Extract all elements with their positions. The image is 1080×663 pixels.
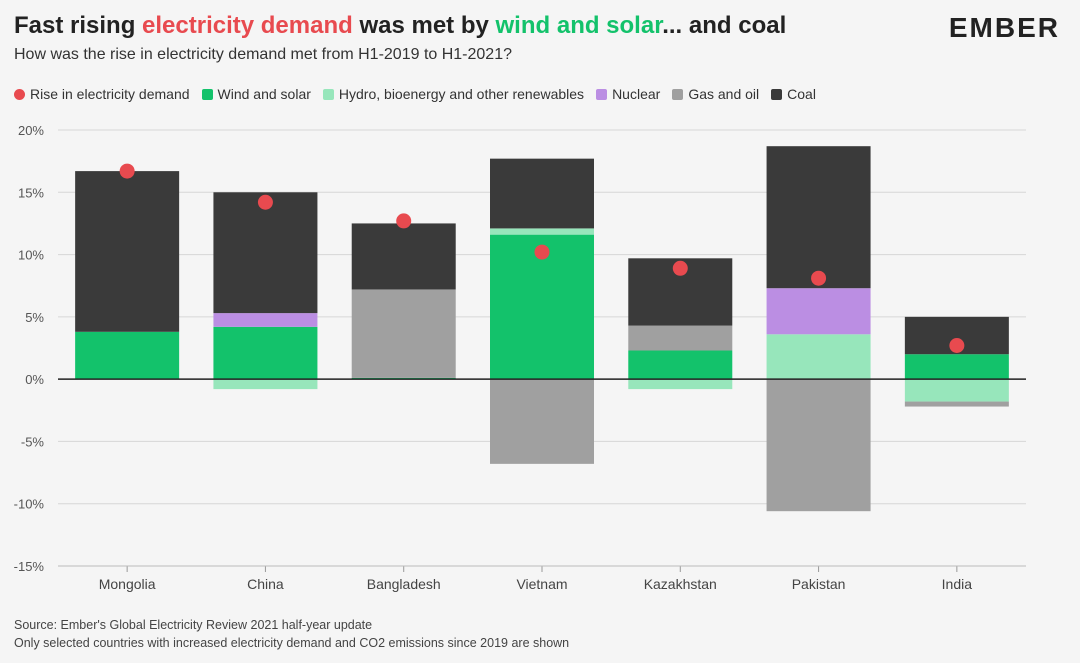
y-tick-label: -15% <box>14 559 45 574</box>
legend-item-hydro[interactable]: Hydro, bioenergy and other renewables <box>322 86 585 102</box>
demand-point <box>672 260 688 276</box>
legend-item-demand[interactable]: Rise in electricity demand <box>14 86 190 102</box>
bar-segment-hydro <box>490 228 594 235</box>
title-highlight-wind-solar: wind and solar <box>495 12 663 39</box>
bar-segment-coal <box>490 158 594 229</box>
legend-item-wind-solar[interactable]: Wind and solar <box>201 86 311 102</box>
bar-segment-coal <box>351 223 456 290</box>
bar-segment-hydro <box>213 379 318 390</box>
demand-point <box>949 338 965 354</box>
legend-item-gas-oil[interactable]: Gas and oil <box>672 86 759 102</box>
bar-segment-coal <box>75 171 180 332</box>
legend-swatch <box>672 88 684 100</box>
demand-point <box>119 163 135 179</box>
demand-point <box>534 244 550 260</box>
title-part2: was met by <box>352 12 496 39</box>
bar-segment-nuclear <box>766 288 871 335</box>
bar-segment-coal <box>213 192 318 314</box>
bar-segment-gas-oil <box>351 289 456 378</box>
legend-swatch <box>322 88 334 100</box>
title-highlight-demand: electricity demand <box>142 12 353 39</box>
y-tick-label: 10% <box>18 248 44 263</box>
title-part1: Fast rising <box>14 12 143 39</box>
selection-note: Only selected countries with increased e… <box>14 636 570 650</box>
title-part3: ... and coal <box>662 12 787 39</box>
legend-label: Nuclear <box>612 86 661 102</box>
bar-segment-nuclear <box>213 313 318 327</box>
demand-point <box>811 270 827 286</box>
bar-segment-gas-oil <box>766 379 871 512</box>
chart-legend: Rise in electricity demand Wind and solar… <box>14 86 828 102</box>
bar-segment-hydro <box>766 334 871 380</box>
x-tick-label: China <box>247 576 284 592</box>
x-tick-label: Mongolia <box>99 576 156 592</box>
bar-segment-gas-oil <box>904 401 1009 407</box>
bar-segment-gas-oil <box>628 325 733 351</box>
bar-segment-wind-solar <box>75 331 180 380</box>
chart-title: Fast rising electricity demand was met b… <box>14 12 786 40</box>
x-tick-label: Bangladesh <box>367 576 441 592</box>
x-tick-label: Vietnam <box>516 576 567 592</box>
y-tick-label: 20% <box>18 123 44 138</box>
bar-segment-wind-solar <box>628 350 733 380</box>
legend-item-nuclear[interactable]: Nuclear <box>596 86 660 102</box>
legend-swatch <box>771 88 783 100</box>
bar-segment-gas-oil <box>490 379 594 464</box>
demand-point <box>257 194 273 210</box>
y-tick-label: -10% <box>14 497 45 512</box>
chart-canvas: 20% 15% 10% 5% 0% -5% -10% -15% Mongolia China Ban… <box>14 123 1026 592</box>
demand-point <box>396 213 412 229</box>
legend-label: Hydro, bioenergy and other renewables <box>338 86 585 102</box>
legend-label: Gas and oil <box>688 86 760 102</box>
y-tick-label: 15% <box>18 185 44 200</box>
y-tick-label: -5% <box>21 434 45 449</box>
x-tick-label: Pakistan <box>792 576 846 592</box>
chart-subtitle: How was the rise in electricity demand m… <box>14 46 512 63</box>
ember-logo[interactable]: EMBER <box>948 12 1060 43</box>
legend-swatch <box>14 88 25 100</box>
bar-segment-hydro <box>628 379 733 390</box>
legend-swatch <box>201 88 213 100</box>
y-tick-label: 0% <box>25 372 44 387</box>
bar-segment-wind-solar <box>904 354 1009 380</box>
legend-label: Wind and solar <box>217 86 311 102</box>
x-tick-label: Kazakhstan <box>644 576 717 592</box>
x-tick-label: India <box>942 576 973 592</box>
source-note: Source: Ember's Global Electricity Revie… <box>14 618 373 632</box>
y-tick-label: 5% <box>25 310 44 325</box>
legend-label: Coal <box>787 86 816 102</box>
legend-item-coal[interactable]: Coal <box>771 86 816 102</box>
bar-segment-wind-solar <box>213 326 318 380</box>
legend-label: Rise in electricity demand <box>30 86 190 102</box>
bar-segment-coal <box>766 146 871 289</box>
bar-segment-hydro <box>904 379 1009 402</box>
legend-swatch <box>596 88 608 100</box>
